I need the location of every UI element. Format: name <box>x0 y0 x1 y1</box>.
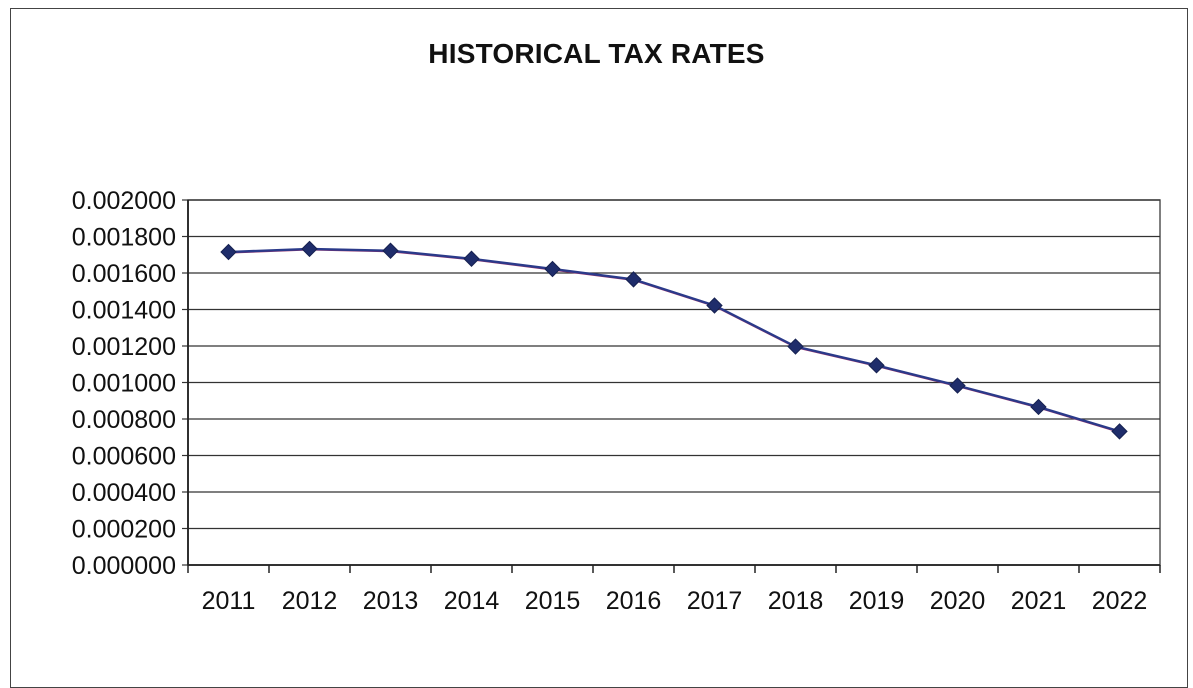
line-chart: 0.000000 0.000200 0.000400 0.000600 0.000800… <box>72 187 1161 615</box>
x-tick-label: 2020 <box>930 587 986 615</box>
x-tick-label: 2017 <box>687 587 743 615</box>
x-tick-label: 2019 <box>849 587 905 615</box>
y-tick-label: 0.000200 <box>72 516 176 544</box>
data-point-marker <box>949 377 966 394</box>
data-point-marker <box>787 338 804 355</box>
y-tick-label: 0.000000 <box>72 552 176 580</box>
x-tick-label: 2012 <box>282 587 338 615</box>
data-point-marker <box>463 250 480 267</box>
data-point-marker <box>1111 423 1128 440</box>
y-tick-label: 0.001600 <box>72 260 176 288</box>
x-tick-label: 2016 <box>606 587 662 615</box>
x-tick-label: 2013 <box>363 587 419 615</box>
data-point-marker <box>301 240 318 258</box>
y-tick-label: 0.000800 <box>72 406 176 434</box>
data-point-marker <box>868 357 885 374</box>
series-line <box>228 247 1120 433</box>
data-point-marker <box>625 271 642 288</box>
y-tick-label: 0.001200 <box>72 333 176 361</box>
x-tick-label: 2011 <box>202 587 256 615</box>
y-tick-label: 0.001800 <box>72 224 176 252</box>
x-tick-label: 2015 <box>525 587 581 615</box>
chart-title: HISTORICAL TAX RATES <box>428 38 765 69</box>
y-tick-label: 0.000400 <box>72 479 176 507</box>
data-point-marker <box>544 260 561 278</box>
y-tick-label: 0.002000 <box>72 187 176 215</box>
x-tick-label: 2014 <box>444 587 500 615</box>
x-tick-label: 2021 <box>1011 587 1067 615</box>
x-tick-label: 2018 <box>768 587 824 615</box>
y-tick-label: 0.000600 <box>72 443 176 471</box>
y-tick-label: 0.001400 <box>72 297 176 325</box>
x-tick-label: 2022 <box>1092 587 1148 615</box>
data-point-marker <box>706 297 723 314</box>
data-point-marker <box>220 243 237 261</box>
data-point-marker <box>382 242 399 259</box>
y-tick-label: 0.001000 <box>72 370 176 398</box>
data-point-marker <box>1030 398 1047 416</box>
